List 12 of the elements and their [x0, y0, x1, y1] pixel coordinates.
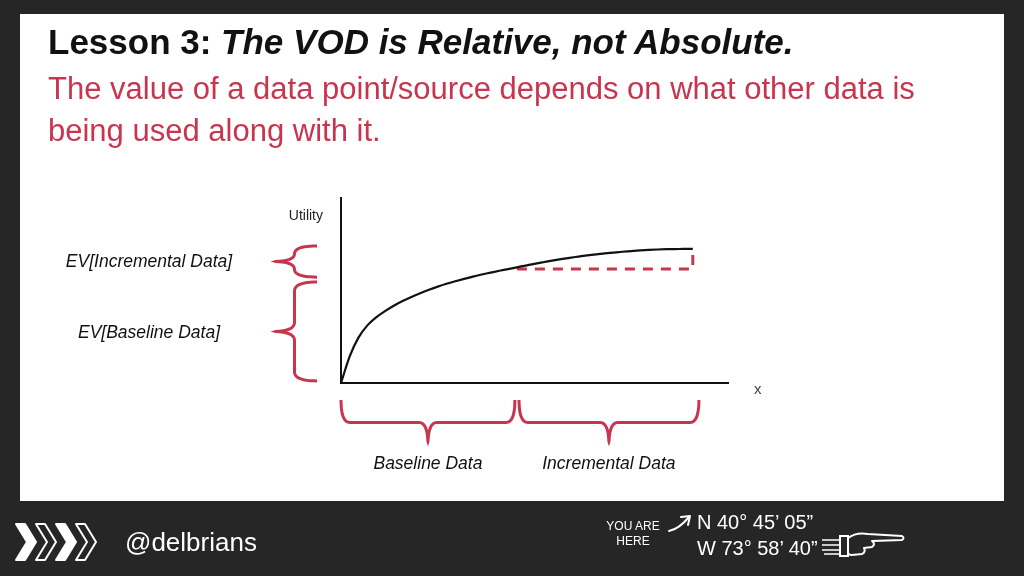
chart-title: Lesson 3: The VOD is Relative, not Absolute. [48, 22, 794, 61]
text: EV[Baseline Data] [77, 321, 221, 343]
text: EV[Incremental Data] [65, 250, 233, 272]
y-axis-title: Utility [288, 207, 323, 223]
text: Incremental Data [542, 452, 676, 474]
text: N 40° 45’ 05” [697, 511, 814, 534]
text: Baseline Data [373, 452, 483, 474]
text: YOU ARE HERE [605, 519, 661, 549]
x-axis-title: x [754, 379, 762, 397]
text: W 73° 58’ 40” [697, 537, 818, 560]
text: @delbrians [125, 527, 257, 558]
chart-subtitle: The value of a data point/source depends on what other data is being used along with it. [48, 70, 916, 150]
